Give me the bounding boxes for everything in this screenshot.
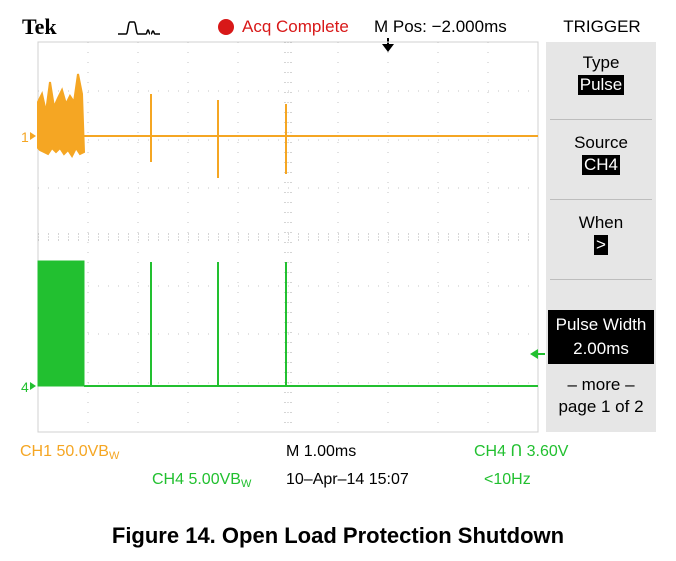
type-value: Pulse bbox=[577, 75, 625, 95]
type-menu-button[interactable]: Type Pulse bbox=[546, 52, 656, 96]
source-value: CH4 bbox=[581, 155, 620, 175]
ch1-ground-marker: 1 bbox=[21, 129, 29, 145]
menu-divider bbox=[550, 199, 652, 200]
pulse-trigger-icon bbox=[118, 21, 160, 35]
ch4-scale-readout: CH4 5.00VBW bbox=[152, 471, 252, 490]
more-label: – more – bbox=[567, 375, 635, 394]
pulse-width-value: 2.00ms bbox=[573, 339, 629, 358]
ch4-ground-marker: 4 bbox=[21, 379, 29, 395]
menu-divider bbox=[550, 279, 652, 280]
ch1-scale-readout: CH1 50.0VBW bbox=[20, 443, 120, 462]
date-time-readout: 10–Apr–14 15:07 bbox=[286, 471, 409, 488]
timebase-readout: M 1.00ms bbox=[286, 443, 357, 460]
more-menu-button[interactable]: – more – page 1 of 2 bbox=[546, 374, 656, 418]
trigger-menu-title: TRIGGER bbox=[563, 17, 641, 36]
when-label: When bbox=[578, 213, 624, 232]
ch1-trace bbox=[37, 73, 538, 178]
when-menu-button[interactable]: When > bbox=[546, 212, 656, 256]
page-label: page 1 of 2 bbox=[558, 397, 644, 416]
waveform-display: 1 4 bbox=[21, 38, 545, 433]
trigger-position-marker bbox=[382, 44, 394, 52]
menu-divider bbox=[550, 119, 652, 120]
oscilloscope-screen: Tek Acq Complete M Pos: −2.000ms TRIGGER bbox=[18, 12, 656, 492]
brand-logo: Tek bbox=[22, 14, 57, 39]
trigger-level-readout: CH4 Ո 3.60V bbox=[474, 443, 569, 460]
acq-status-text: Acq Complete bbox=[242, 17, 349, 36]
pulse-width-menu-button[interactable]: Pulse Width 2.00ms bbox=[548, 310, 654, 364]
trigger-side-menu: Type Pulse Source CH4 When > Pulse Width… bbox=[546, 42, 656, 432]
m-pos-readout: M Pos: −2.000ms bbox=[374, 17, 507, 36]
source-menu-button[interactable]: Source CH4 bbox=[546, 132, 656, 176]
acq-status-dot bbox=[218, 19, 234, 35]
ch4-trace bbox=[37, 260, 538, 387]
when-value: > bbox=[594, 235, 608, 255]
figure-caption: Figure 14. Open Load Protection Shutdown bbox=[111, 523, 565, 548]
source-label: Source bbox=[574, 133, 628, 152]
type-label: Type bbox=[582, 53, 620, 72]
trigger-frequency-readout: <10Hz bbox=[484, 471, 531, 488]
pulse-width-label: Pulse Width bbox=[555, 315, 647, 334]
trigger-level-marker bbox=[530, 349, 538, 359]
